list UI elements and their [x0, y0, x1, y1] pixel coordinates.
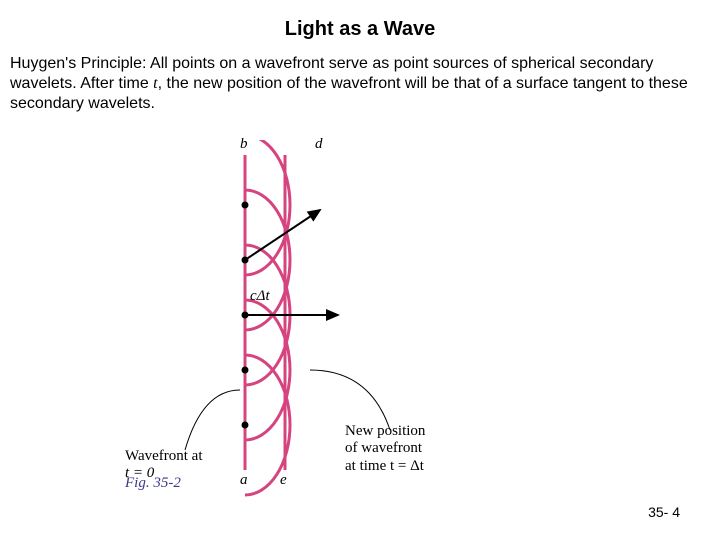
label-d: d — [315, 136, 323, 153]
label-e: e — [280, 472, 287, 489]
label-b: b — [240, 136, 248, 153]
figure-number: Fig. 35-2 — [125, 475, 181, 492]
caption-right-l3: at time t = Δt — [345, 458, 424, 474]
paragraph-lead: Huygen's Principle: — [10, 55, 150, 72]
caption-right-l2: of wavefront — [345, 440, 422, 456]
caption-right: New position of wavefront at time t = Δt — [345, 423, 425, 475]
caption-right-l1: New position — [345, 423, 425, 439]
page-number: 35- 4 — [648, 504, 680, 520]
huygens-figure: b d a e cΔt Wavefront at t = 0 New posit… — [150, 140, 510, 500]
label-a: a — [240, 472, 248, 489]
page-title: Light as a Wave — [0, 18, 720, 41]
principle-paragraph: Huygen's Principle: All points on a wave… — [10, 54, 720, 114]
caption-left-l1: Wavefront at — [125, 448, 203, 464]
label-cdt: cΔt — [250, 288, 270, 305]
